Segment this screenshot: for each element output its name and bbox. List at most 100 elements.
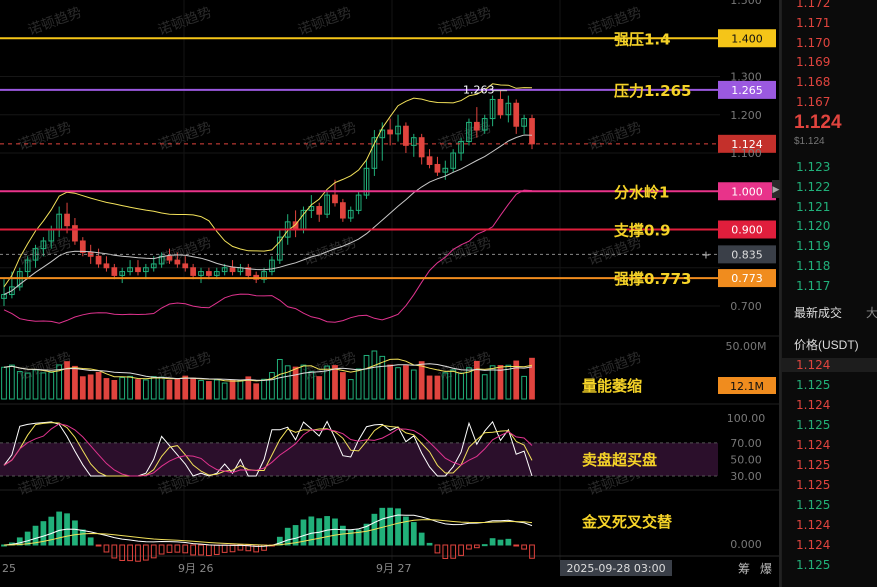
bid-price: 1.121 bbox=[796, 199, 831, 214]
oscillator-tick-label: 30.00 bbox=[730, 470, 762, 483]
candle-body bbox=[206, 271, 212, 276]
panel-divider[interactable] bbox=[779, 0, 781, 587]
candle-body bbox=[489, 98, 496, 120]
macd-histogram-bar bbox=[284, 527, 291, 546]
macd-histogram-bar bbox=[300, 519, 307, 546]
level-tag-1 bbox=[718, 80, 776, 99]
macd-histogram-bar bbox=[450, 544, 457, 559]
macd-histogram-bar bbox=[497, 539, 504, 546]
last-price-tag-text: 1.124 bbox=[731, 138, 763, 151]
candle-body bbox=[72, 225, 78, 242]
volume-bar bbox=[221, 382, 228, 400]
macd-histogram-bar bbox=[442, 544, 449, 559]
candle-body bbox=[103, 263, 110, 269]
candle-body bbox=[213, 271, 220, 276]
volume-bar bbox=[64, 361, 70, 400]
macd-histogram-bar bbox=[72, 520, 78, 546]
oscillator-d-line bbox=[3, 422, 533, 477]
candle-body bbox=[229, 267, 236, 273]
volume-bar bbox=[458, 372, 464, 400]
candle-body bbox=[434, 163, 441, 173]
volume-bar bbox=[473, 360, 480, 400]
x-tick-label: 25 bbox=[2, 562, 16, 575]
macd-histogram-bar bbox=[434, 544, 441, 554]
macd-histogram-bar bbox=[32, 525, 39, 546]
candle-body bbox=[261, 271, 267, 280]
large-trades-tab[interactable]: 大 bbox=[866, 306, 877, 320]
watermark: 诺顿趋势 bbox=[436, 5, 494, 39]
watermark: 诺顿趋势 bbox=[26, 5, 84, 39]
volume-bar bbox=[111, 379, 118, 400]
macd-histogram-bar bbox=[403, 516, 409, 546]
volume-bar bbox=[497, 365, 504, 400]
volume-bar bbox=[284, 365, 291, 400]
volume-bar bbox=[363, 354, 370, 400]
macd-histogram-bar bbox=[142, 544, 149, 561]
y-tick-label: 1.100 bbox=[730, 147, 762, 160]
volume-bar bbox=[174, 378, 181, 400]
volume-bar bbox=[355, 368, 362, 400]
candle-body bbox=[1, 294, 7, 299]
candle-body bbox=[16, 271, 23, 288]
chips-button[interactable]: 筹 bbox=[738, 562, 750, 576]
macd-histogram-bar bbox=[347, 529, 354, 546]
watermark: 诺顿趋势 bbox=[156, 5, 214, 39]
y-tick-label: 0.700 bbox=[730, 300, 762, 313]
level-label-2: 分水岭1 bbox=[614, 183, 669, 201]
macd-histogram-bar bbox=[111, 544, 118, 559]
macd-histogram-bar bbox=[103, 544, 110, 553]
macd-histogram-bar bbox=[166, 544, 173, 553]
liquidation-button[interactable]: 爆 bbox=[760, 562, 772, 576]
volume-bar bbox=[442, 372, 449, 400]
volume-bar bbox=[387, 364, 394, 400]
watermark: 诺顿趋势 bbox=[586, 120, 644, 154]
macd-histogram-bar bbox=[363, 523, 370, 546]
bid-price: 1.122 bbox=[796, 179, 831, 194]
volume-bar bbox=[403, 365, 409, 400]
macd-histogram-bar bbox=[529, 544, 535, 559]
volume-ma-long-line bbox=[3, 363, 533, 381]
candle-body bbox=[521, 118, 527, 127]
upper-band-line bbox=[3, 83, 533, 288]
volume-bar bbox=[340, 372, 346, 400]
volume-bar bbox=[237, 380, 244, 400]
volume-bar bbox=[276, 358, 283, 400]
volume-bar bbox=[40, 372, 47, 400]
add-alert-icon[interactable]: + bbox=[702, 246, 710, 262]
ask-price: 1.169 bbox=[796, 55, 831, 70]
volume-bar bbox=[72, 365, 78, 400]
macd-histogram-bar bbox=[95, 544, 102, 547]
macd-histogram-bar bbox=[135, 544, 141, 562]
volume-bar bbox=[213, 379, 220, 400]
macd-histogram-bar bbox=[521, 544, 527, 550]
volume-bar bbox=[103, 378, 110, 400]
volume-bar bbox=[324, 365, 330, 400]
latest-trades-tab[interactable]: 最新成交 bbox=[794, 306, 843, 320]
ask-price: 1.168 bbox=[796, 75, 831, 90]
volume-bar bbox=[489, 365, 496, 400]
candle-body bbox=[529, 118, 535, 145]
macd-histogram-bar bbox=[505, 538, 512, 546]
macd-histogram-bar bbox=[513, 544, 520, 547]
volume-tick-label: 50.00M bbox=[726, 340, 767, 353]
candle-body bbox=[142, 267, 149, 273]
macd-histogram-bar bbox=[190, 544, 196, 556]
macd-tick-label: 0.000 bbox=[730, 538, 762, 551]
volume-bar bbox=[292, 366, 299, 400]
bid-price: 1.117 bbox=[796, 278, 831, 293]
trade-price: 1.125 bbox=[796, 378, 831, 392]
collapse-arrow-icon[interactable]: ▶ bbox=[772, 180, 780, 198]
candle-body bbox=[426, 156, 433, 165]
watermark: 诺顿趋势 bbox=[586, 235, 644, 269]
volume-bar bbox=[198, 380, 204, 400]
candle-body bbox=[332, 194, 338, 204]
volume-bar bbox=[395, 367, 401, 400]
macd-histogram-bar bbox=[127, 544, 133, 562]
volume-bar bbox=[190, 377, 196, 400]
candle-body bbox=[269, 259, 275, 273]
watermark: 诺顿趋势 bbox=[16, 120, 74, 154]
ask-price: 1.167 bbox=[796, 95, 831, 109]
macd-histogram-bar bbox=[182, 544, 189, 554]
volume-tag-text: 12.1M bbox=[730, 380, 764, 393]
